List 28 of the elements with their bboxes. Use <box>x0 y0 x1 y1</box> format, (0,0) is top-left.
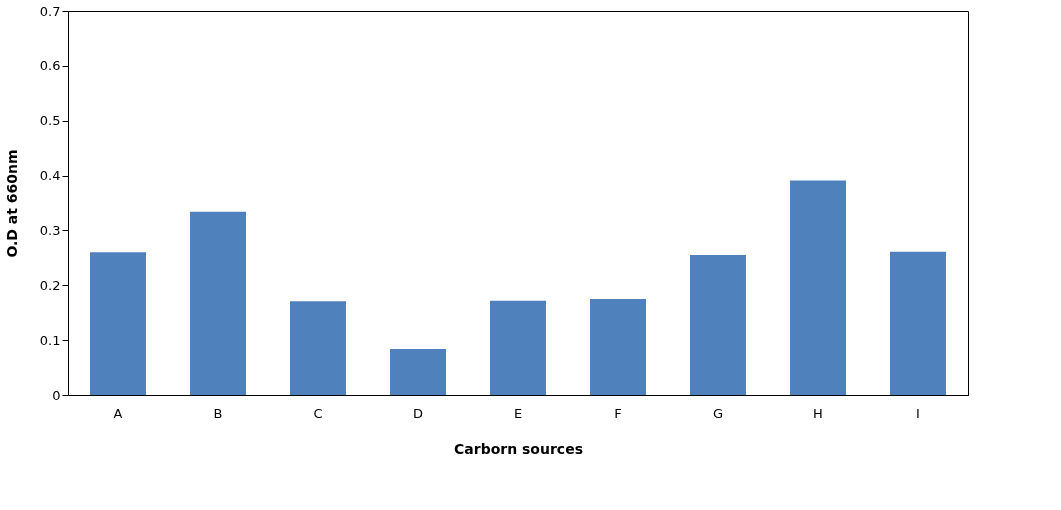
y-tick-label: 0 <box>52 387 61 403</box>
bar <box>690 255 746 395</box>
bar <box>890 251 946 395</box>
x-tick-label: A <box>113 405 123 421</box>
y-tick-label: 0.1 <box>39 332 61 348</box>
y-tick-label: 0.6 <box>39 58 61 74</box>
bar <box>390 348 446 395</box>
x-tick-label: E <box>513 405 523 421</box>
x-tick-label: I <box>916 405 920 421</box>
x-tick-label: G <box>712 405 724 421</box>
bar <box>90 252 146 395</box>
y-tick-label: 0.7 <box>39 3 61 19</box>
bar <box>290 301 346 395</box>
bar <box>590 299 646 395</box>
y-axis-title: O.D at 660nm <box>3 149 20 258</box>
y-tick-label: 0.4 <box>39 168 61 184</box>
y-tick-label: 0.3 <box>39 222 61 238</box>
x-tick-label: B <box>213 405 223 421</box>
x-tick-label: C <box>313 405 323 421</box>
bar <box>490 300 546 395</box>
x-tick-label: H <box>813 405 823 421</box>
bar <box>790 180 846 395</box>
x-axis-title: Carborn sources <box>454 440 583 457</box>
y-tick-label: 0.2 <box>39 277 61 293</box>
y-tick-label: 0.5 <box>39 113 61 129</box>
x-tick-label: D <box>412 405 424 421</box>
x-tick-label: F <box>614 405 622 421</box>
bar <box>190 211 246 395</box>
